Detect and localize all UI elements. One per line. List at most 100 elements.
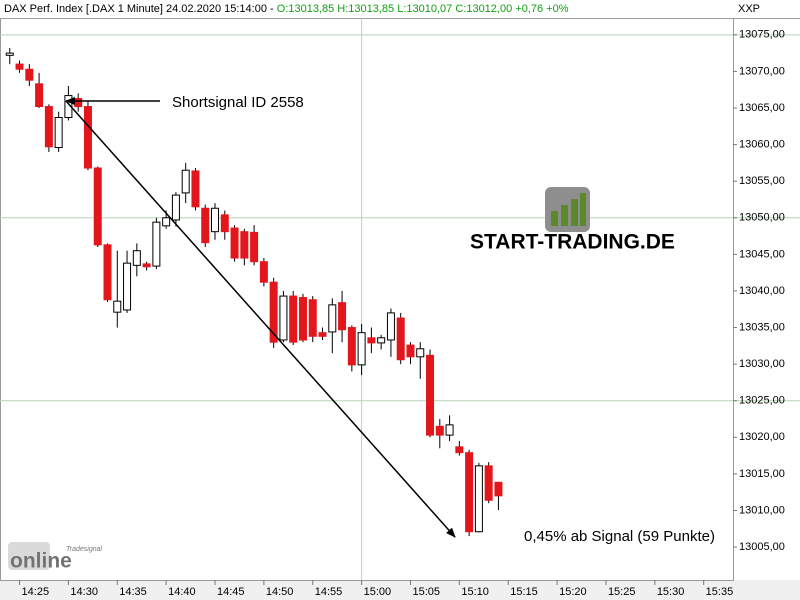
logo-bar bbox=[561, 205, 568, 226]
candle-body bbox=[357, 332, 366, 366]
candle-body bbox=[240, 231, 249, 259]
y-tick-label: 13045,00 bbox=[739, 248, 785, 260]
x-tick-label: 14:25 bbox=[22, 586, 50, 598]
y-tick-label: 13050,00 bbox=[739, 212, 785, 224]
candle-body bbox=[455, 446, 464, 454]
candle-body bbox=[152, 221, 161, 267]
logo-bar bbox=[580, 193, 586, 226]
y-tick-label: 13035,00 bbox=[739, 321, 785, 333]
candle-body bbox=[162, 217, 171, 227]
candle-body bbox=[5, 52, 14, 56]
candle-body bbox=[171, 194, 180, 221]
chart-title: DAX Perf. Index [.DAX 1 Minute] 24.02.20… bbox=[4, 3, 569, 15]
y-tick-label: 13015,00 bbox=[739, 468, 785, 480]
candle-body bbox=[211, 207, 220, 233]
candle-body bbox=[83, 106, 92, 169]
grid bbox=[0, 18, 800, 580]
x-tick-label: 15:35 bbox=[706, 586, 734, 598]
y-tick-label: 13040,00 bbox=[739, 285, 785, 297]
y-tick-label: 13060,00 bbox=[739, 139, 785, 151]
candle-body bbox=[338, 302, 347, 331]
axis-name: XXP bbox=[738, 3, 760, 15]
logo: START-TRADING.DE bbox=[470, 187, 675, 254]
candle-body bbox=[25, 68, 34, 81]
candle-body bbox=[230, 227, 239, 259]
x-tick-label: 15:00 bbox=[364, 586, 392, 598]
candle-body bbox=[113, 300, 122, 313]
candle-body bbox=[494, 481, 503, 497]
candle-body bbox=[416, 348, 425, 358]
x-tick-label: 14:45 bbox=[217, 586, 245, 598]
y-tick-label: 13020,00 bbox=[739, 431, 785, 443]
candle-body bbox=[279, 295, 288, 341]
candle-body bbox=[269, 281, 278, 343]
candle-body bbox=[474, 465, 483, 533]
y-tick-label: 13005,00 bbox=[739, 541, 785, 553]
candle-body bbox=[347, 327, 356, 366]
annotation: Shortsignal ID 2558 bbox=[172, 94, 304, 111]
candle-body bbox=[93, 167, 102, 246]
annotation: 0,45% ab Signal (59 Punkte) bbox=[524, 528, 715, 545]
candle-body bbox=[367, 337, 376, 344]
candle-body bbox=[220, 214, 229, 233]
candle-body bbox=[406, 344, 415, 358]
candle-body bbox=[445, 424, 454, 436]
candle-body bbox=[328, 304, 337, 333]
candle-body bbox=[142, 263, 151, 268]
candle-body bbox=[54, 117, 63, 149]
candle-body bbox=[44, 106, 53, 148]
x-tick-label: 14:55 bbox=[315, 586, 343, 598]
candle-body bbox=[123, 262, 132, 311]
logo-bar bbox=[551, 211, 558, 226]
candle-body bbox=[484, 465, 493, 501]
watermark-box bbox=[8, 542, 50, 570]
logo-text: START-TRADING.DE bbox=[470, 231, 675, 254]
quote-text: O:13013,85 H:13013,85 L:13010,07 C:13012… bbox=[277, 3, 569, 15]
candle-body bbox=[191, 170, 200, 208]
candle-body bbox=[426, 354, 435, 436]
y-tick-label: 13010,00 bbox=[739, 504, 785, 516]
candle-body bbox=[465, 452, 474, 533]
candle-body bbox=[35, 83, 44, 108]
candle-body bbox=[298, 297, 307, 341]
x-tick-label: 15:15 bbox=[510, 586, 538, 598]
candle-body bbox=[74, 97, 83, 108]
candle-body bbox=[250, 231, 259, 263]
x-axis-band bbox=[0, 580, 800, 600]
logo-bar bbox=[571, 199, 578, 226]
x-tick-label: 14:40 bbox=[168, 586, 196, 598]
candle-body bbox=[132, 250, 141, 266]
candle-body bbox=[318, 332, 327, 337]
x-tick-label: 15:20 bbox=[559, 586, 587, 598]
candle-body bbox=[201, 207, 210, 244]
candle-body bbox=[386, 312, 395, 341]
x-tick-label: 14:30 bbox=[70, 586, 98, 598]
trend-arrow bbox=[65, 100, 456, 538]
watermark: Tradesignal online bbox=[8, 542, 103, 573]
y-tick-label: 13070,00 bbox=[739, 65, 785, 77]
candle-body bbox=[396, 317, 405, 361]
y-tick-label: 13075,00 bbox=[739, 29, 785, 41]
candle-body bbox=[289, 295, 298, 343]
x-tick-label: 15:05 bbox=[412, 586, 440, 598]
candle-body bbox=[181, 169, 190, 194]
candle-body bbox=[103, 244, 112, 301]
y-tick-label: 13025,00 bbox=[739, 395, 785, 407]
y-tick-label: 13030,00 bbox=[739, 358, 785, 370]
candle-body bbox=[308, 299, 317, 337]
candle-body bbox=[377, 337, 386, 344]
x-tick-label: 14:35 bbox=[119, 586, 147, 598]
candle-body bbox=[259, 261, 268, 283]
x-tick-label: 15:10 bbox=[461, 586, 489, 598]
x-tick-label: 15:25 bbox=[608, 586, 636, 598]
candles bbox=[5, 48, 503, 537]
x-tick-label: 15:30 bbox=[657, 586, 685, 598]
candle-body bbox=[435, 425, 444, 436]
y-tick-label: 13065,00 bbox=[739, 102, 785, 114]
candle-body bbox=[15, 63, 24, 70]
title-text: DAX Perf. Index [.DAX 1 Minute] 24.02.20… bbox=[4, 3, 274, 15]
watermark-text: online bbox=[10, 550, 72, 573]
